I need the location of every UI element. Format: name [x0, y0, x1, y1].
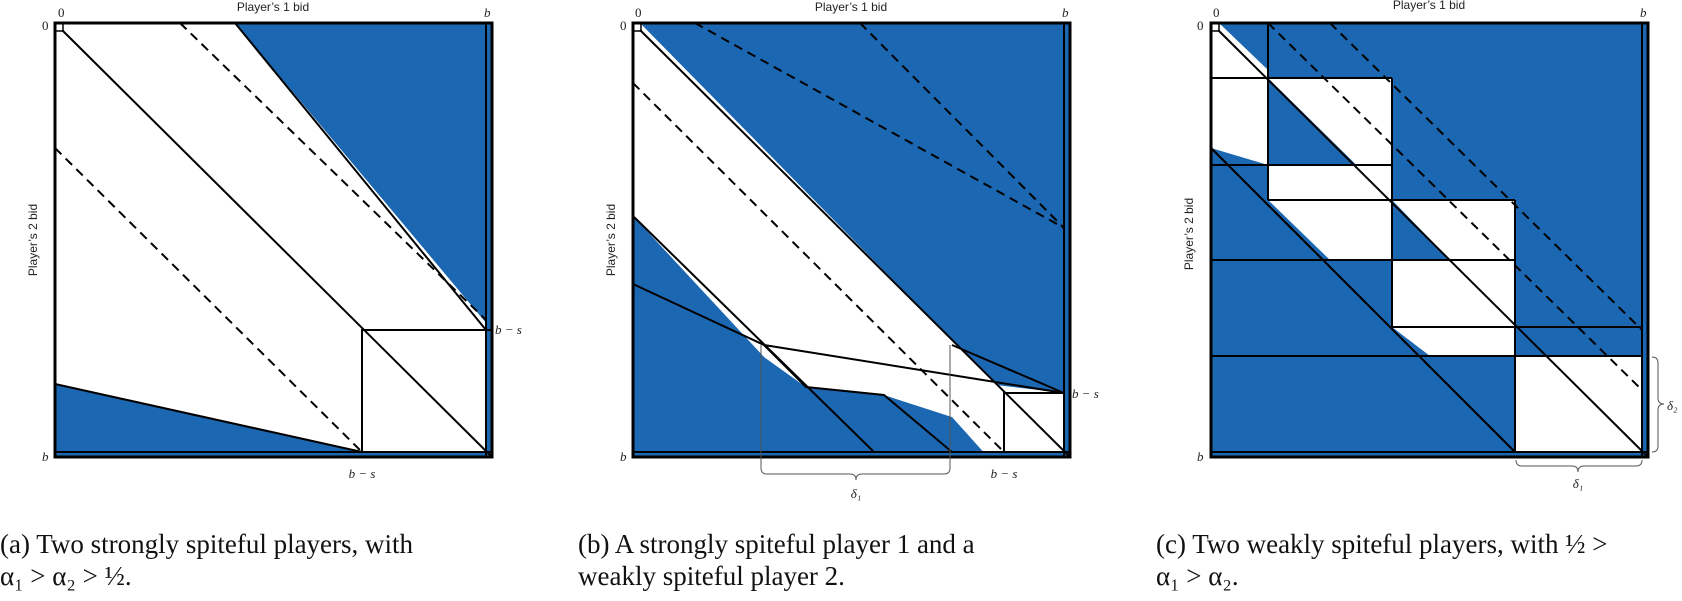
panel-c-lines — [1209, 21, 1650, 459]
panel-a-origin-label-x: 0 — [58, 5, 65, 20]
panel-a-dashed-lower — [54, 147, 363, 453]
panel-b-diagonal — [639, 29, 1071, 458]
panel-c: Player’s 1 bid Player’s 2 bid 0 0 b b δ₁… — [1182, 0, 1678, 491]
panel-a-fill-upper-right — [235, 23, 492, 330]
panel-a-fill-bottom-strip — [55, 452, 492, 457]
panel-b-y-end-label: b — [620, 449, 627, 464]
panel-b-delta-x-label: δ₁ — [851, 486, 862, 501]
panel-a-y-axis-title: Player’s 2 bid — [26, 204, 40, 276]
panel-b-boundary-mid — [632, 283, 765, 346]
caption-b: (b) A strongly spiteful player 1 and a w… — [578, 528, 1104, 592]
panel-b-boundary-lower — [763, 344, 1065, 394]
panel-b-boundary-upper — [632, 215, 875, 453]
panel-c-dashed-2 — [1329, 22, 1643, 331]
panel-b: Player’s 1 bid Player’s 2 bid 0 0 b b b … — [604, 0, 1099, 501]
panel-b-x-mark-label: b − s — [991, 466, 1018, 481]
panel-a-frame — [53, 21, 494, 459]
panel-b-brace — [760, 467, 951, 481]
panel-b-frame — [631, 21, 1072, 459]
panel-c-dashed-1 — [1267, 22, 1643, 391]
panel-a-lines — [53, 21, 494, 459]
caption-a: (a) Two strongly spiteful players, with … — [0, 528, 526, 592]
panel-b-origin-label-y: 0 — [620, 18, 627, 33]
panel-c-white-cells — [1211, 23, 1642, 452]
panel-c-origin-label-x: 0 — [1213, 5, 1220, 20]
panel-b-y-axis-title: Player’s 2 bid — [604, 204, 618, 276]
panel-c-x-end-label: b — [1640, 5, 1647, 20]
panel-c-white-cell-6 — [1515, 356, 1642, 452]
panel-b-fill-bottom-strip — [633, 452, 1070, 457]
panel-a-diagonal — [61, 29, 493, 458]
panel-b-dashed-3 — [632, 82, 1005, 453]
panel-b-boundary-kinked — [763, 344, 953, 453]
caption-c-line-2: α₁ > α₂. — [1156, 561, 1239, 591]
panel-a-x-end-label: b — [484, 5, 491, 20]
panel-a: Player’s 1 bid Player’s 2 bid 0 0 b b b … — [26, 0, 522, 481]
caption-a-line-1: (a) Two strongly spiteful players, with — [0, 529, 414, 559]
caption-b-line-1: (b) A strongly spiteful player 1 and a — [578, 529, 975, 559]
panel-c-delta-x-label: δ₁ — [1573, 476, 1584, 491]
panel-b-delta-brace — [760, 345, 951, 481]
panel-c-white-cell-3 — [1268, 165, 1392, 260]
panel-b-lines — [631, 21, 1072, 459]
panel-c-fill-right-strip — [1642, 23, 1648, 457]
panel-b-dashed-1 — [694, 22, 1065, 229]
panel-c-y-axis-title: Player’s 2 bid — [1182, 198, 1196, 270]
panel-b-boundary-right — [951, 344, 1065, 394]
panel-c-dashed-3 — [1210, 147, 1516, 453]
panel-a-origin-label-y: 0 — [42, 18, 49, 33]
panel-c-fill-bottom-strip — [1211, 452, 1648, 457]
caption-c: (c) Two weakly spiteful players, with ½ … — [1156, 528, 1678, 592]
panel-b-y-mark-label: b − s — [1072, 386, 1099, 401]
panel-a-x-axis-title: Player’s 1 bid — [237, 0, 309, 14]
panel-c-brace-y — [1651, 356, 1665, 453]
panel-b-fill-right-strip — [1064, 23, 1070, 457]
panel-c-y-end-label: b — [1197, 449, 1204, 464]
panel-b-x-end-label: b — [1062, 5, 1069, 20]
panel-c-delta-braces — [1515, 356, 1665, 473]
panel-c-frame — [1209, 21, 1650, 459]
panel-c-delta-y-label: δ₂ — [1667, 398, 1678, 413]
panel-b-origin-label-x: 0 — [635, 5, 642, 20]
panel-c-brace-x — [1515, 459, 1643, 473]
caption-b-line-2: weakly spiteful player 2. — [578, 561, 845, 591]
panel-c-x-axis-title: Player’s 1 bid — [1393, 0, 1465, 12]
caption-c-line-1: (c) Two weakly spiteful players, with ½ … — [1156, 529, 1608, 559]
panel-a-x-mark-label: b − s — [349, 466, 376, 481]
panel-b-x-axis-title: Player’s 1 bid — [815, 0, 887, 14]
panel-a-boundary-lower — [54, 383, 363, 453]
panel-c-white-cell-5 — [1392, 260, 1515, 356]
panel-b-white-band — [633, 23, 1004, 456]
panel-b-dashed-2 — [859, 22, 1065, 229]
panel-c-diagonal — [1217, 29, 1649, 458]
panel-c-white-cell-1 — [1211, 78, 1268, 165]
panel-a-fill-right-strip — [486, 23, 492, 457]
panel-a-y-mark-label: b − s — [495, 322, 522, 337]
panel-a-dashed-upper — [179, 22, 487, 321]
caption-a-line-2: α₁ > α₂ > ½. — [0, 561, 132, 591]
panel-c-origin-label-y: 0 — [1197, 18, 1204, 33]
panel-a-y-end-label: b — [42, 449, 49, 464]
